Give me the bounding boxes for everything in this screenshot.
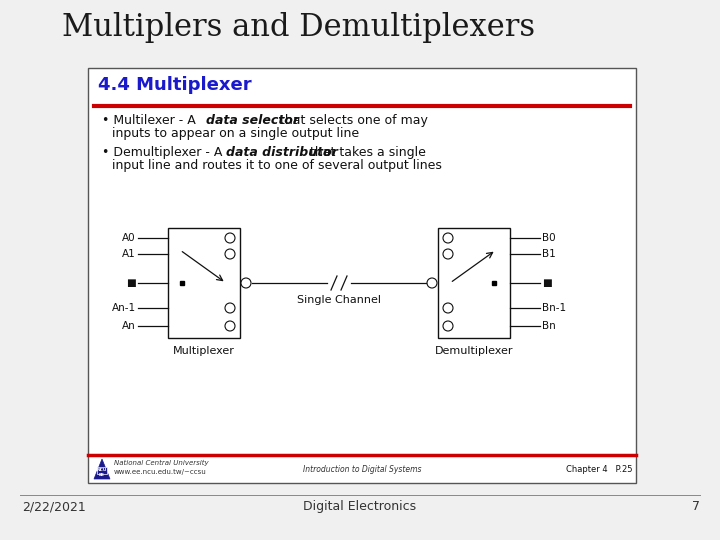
Text: Digital Electronics: Digital Electronics <box>303 500 417 513</box>
Bar <box>88 68 636 483</box>
Text: 2/22/2021: 2/22/2021 <box>22 500 86 513</box>
Polygon shape <box>94 459 110 479</box>
Text: ■: ■ <box>126 278 136 288</box>
Text: Single Channel: Single Channel <box>297 295 381 305</box>
Text: National Central University: National Central University <box>114 460 209 466</box>
Text: Multiplers and Demultiplexers: Multiplers and Demultiplexers <box>62 12 535 43</box>
Circle shape <box>225 303 235 313</box>
Text: ■: ■ <box>542 278 552 288</box>
Text: Bn-1: Bn-1 <box>542 303 566 313</box>
Text: B1: B1 <box>542 249 556 259</box>
Text: Bn: Bn <box>542 321 556 331</box>
Text: data selector: data selector <box>206 114 299 127</box>
Text: B0: B0 <box>542 233 556 243</box>
Circle shape <box>443 249 453 259</box>
Text: Chapter 4   P.25: Chapter 4 P.25 <box>565 465 632 474</box>
Text: inputs to appear on a single output line: inputs to appear on a single output line <box>112 127 359 140</box>
Bar <box>168 228 240 338</box>
Text: • Demultiplexer - A: • Demultiplexer - A <box>102 146 226 159</box>
Text: A1: A1 <box>122 249 136 259</box>
Circle shape <box>241 278 251 288</box>
Text: that selects one of may: that selects one of may <box>280 114 428 127</box>
Text: • Multilexer - A: • Multilexer - A <box>102 114 199 127</box>
Bar <box>438 228 510 338</box>
Circle shape <box>443 233 453 243</box>
Circle shape <box>225 233 235 243</box>
Circle shape <box>225 249 235 259</box>
Circle shape <box>443 303 453 313</box>
Text: Demultiplexer: Demultiplexer <box>435 346 513 356</box>
Text: that takes a single: that takes a single <box>310 146 426 159</box>
Text: Introduction to Digital Systems: Introduction to Digital Systems <box>302 465 421 474</box>
Text: 7: 7 <box>692 500 700 513</box>
Text: 4.4 Multiplexer: 4.4 Multiplexer <box>98 76 251 94</box>
Text: A0: A0 <box>122 233 136 243</box>
Text: NCU
EE: NCU EE <box>96 468 107 477</box>
Text: data distributor: data distributor <box>226 146 338 159</box>
Circle shape <box>427 278 437 288</box>
Text: www.ee.ncu.edu.tw/~ccsu: www.ee.ncu.edu.tw/~ccsu <box>114 469 207 475</box>
Text: Multiplexer: Multiplexer <box>173 346 235 356</box>
Text: An-1: An-1 <box>112 303 136 313</box>
Text: An: An <box>122 321 136 331</box>
Text: input line and routes it to one of several output lines: input line and routes it to one of sever… <box>112 159 442 172</box>
Bar <box>97 467 107 474</box>
Circle shape <box>443 321 453 331</box>
Circle shape <box>225 321 235 331</box>
